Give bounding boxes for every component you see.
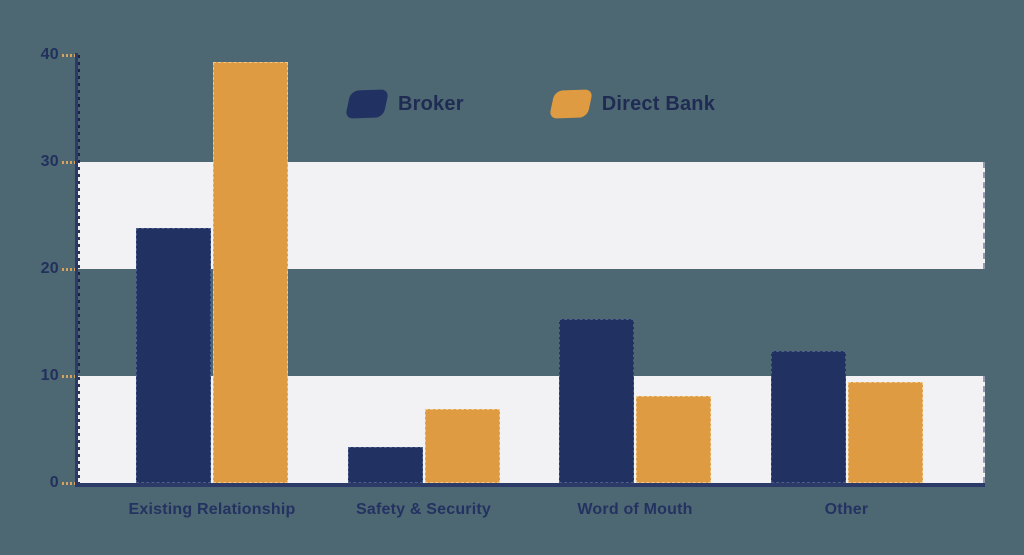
- y-tick-mark: [62, 54, 75, 57]
- broker-legend-swatch: [344, 89, 390, 119]
- y-axis-line: [75, 53, 78, 486]
- direct-bank-legend-swatch: [548, 89, 593, 119]
- y-tick-label: 40: [40, 46, 59, 63]
- y-tick-label: 20: [40, 260, 59, 277]
- bar-broker-word-of-mouth: [559, 319, 634, 483]
- bar-broker-existing-relationship: [136, 228, 211, 483]
- legend-label: Direct Bank: [601, 92, 716, 115]
- category-label: Safety & Security: [355, 501, 491, 518]
- y-tick-label: 10: [40, 367, 59, 384]
- bar-broker-safety-security: [347, 446, 423, 483]
- x-axis-line: [75, 483, 985, 487]
- bar-direct-bank-safety-security: [424, 409, 500, 483]
- bar-direct-bank-word-of-mouth: [636, 396, 711, 483]
- legend-item-direct-bank: Direct Bank: [548, 89, 716, 119]
- y-tick-label: 30: [40, 153, 59, 170]
- y-axis-dashed-texture: [78, 55, 80, 483]
- bar-broker-other: [770, 351, 846, 483]
- category-label: Word of Mouth: [577, 501, 693, 518]
- y-tick-mark: [62, 161, 75, 164]
- legend-label: Broker: [398, 92, 464, 115]
- y-tick-label: 0: [49, 474, 59, 491]
- legend: Broker Direct Bank: [344, 89, 716, 119]
- y-tick-mark: [62, 375, 75, 378]
- bar-direct-bank-other: [847, 382, 923, 483]
- y-tick-mark: [62, 268, 75, 271]
- bar-direct-bank-existing-relationship: [213, 62, 288, 483]
- y-tick-mark: [62, 482, 75, 485]
- category-label: Existing Relationship: [128, 501, 296, 518]
- category-label: Other: [824, 501, 869, 518]
- legend-item-broker: Broker: [344, 89, 464, 119]
